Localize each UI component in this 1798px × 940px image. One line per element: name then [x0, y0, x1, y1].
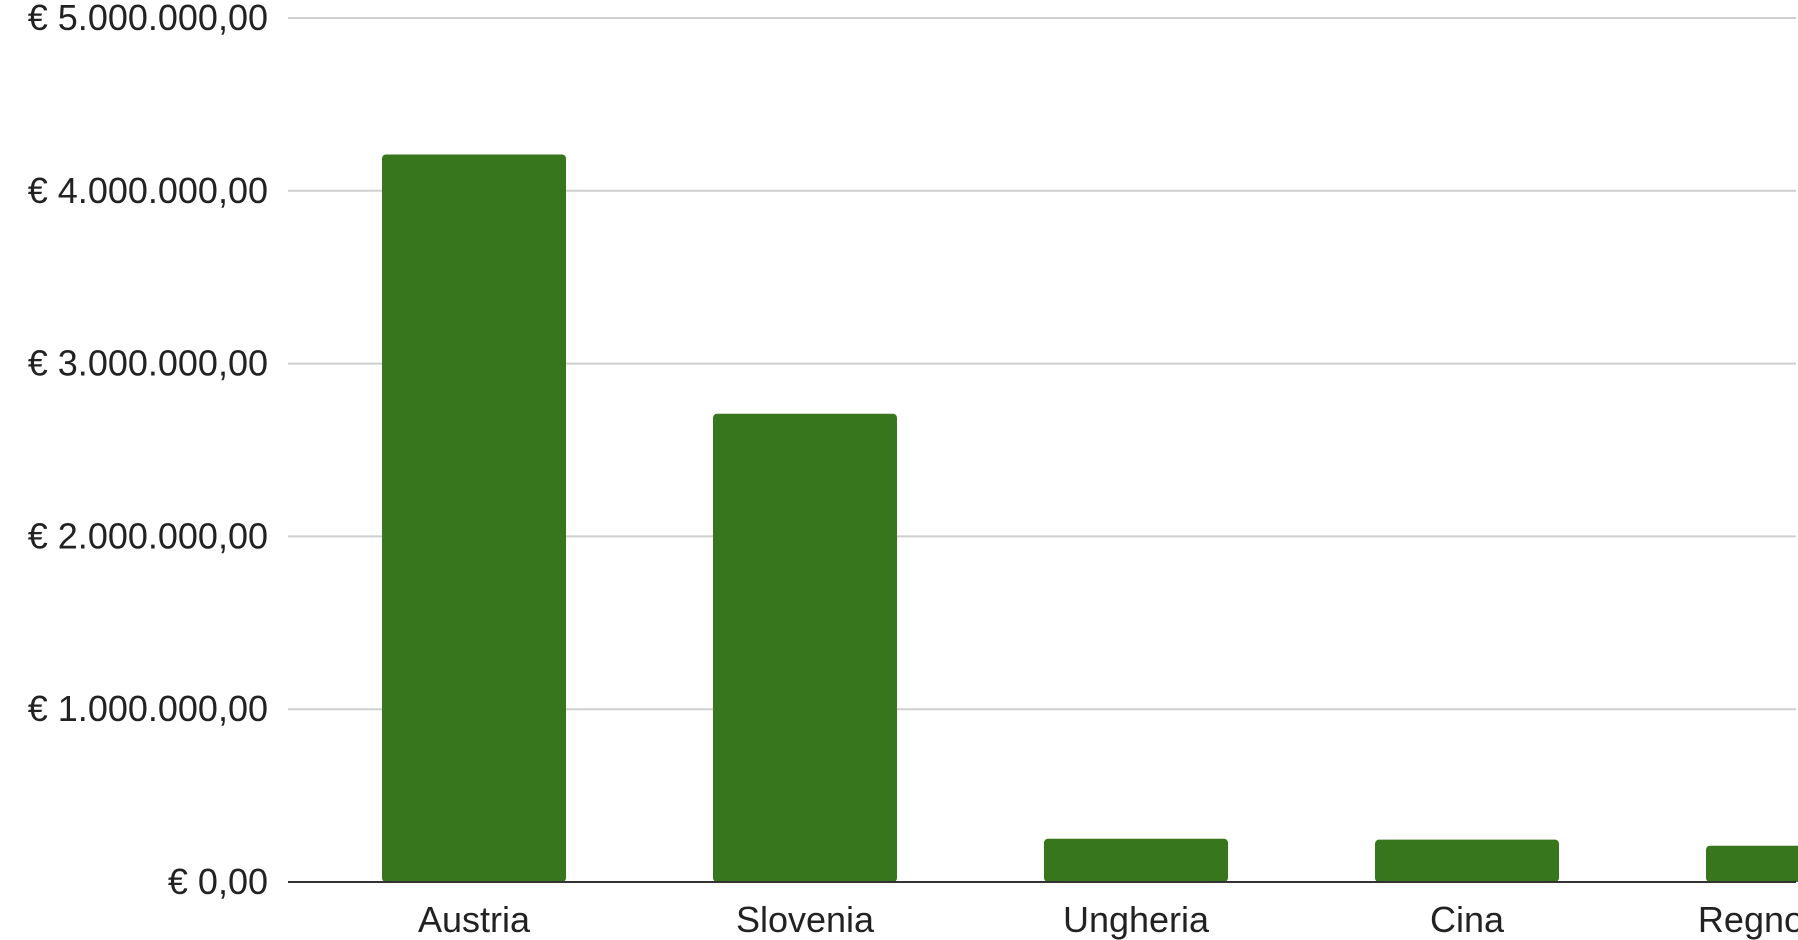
x-axis-tick-labels: Austria Slovenia Ungheria Cina Regno Unito — [418, 899, 1798, 940]
y-tick-label: € 1.000.000,00 — [28, 688, 268, 729]
y-tick-label: € 4.000.000,00 — [28, 170, 268, 211]
x-tick-label: Slovenia — [736, 899, 875, 940]
x-tick-label: Cina — [1430, 899, 1505, 940]
bars — [382, 154, 1798, 883]
bar-austria[interactable] — [382, 154, 566, 883]
y-tick-label: € 0,00 — [168, 861, 268, 902]
x-tick-label: Ungheria — [1063, 899, 1210, 940]
y-tick-label: € 5.000.000,00 — [28, 0, 268, 38]
y-tick-label: € 2.000.000,00 — [28, 515, 268, 556]
bar-cina[interactable] — [1375, 839, 1559, 882]
y-axis-tick-labels: € 0,00 € 1.000.000,00 € 2.000.000,00 € 3.00… — [28, 0, 268, 902]
bar-slovenia[interactable] — [713, 413, 897, 882]
x-tick-label: Austria — [418, 899, 531, 940]
y-tick-label: € 3.000.000,00 — [28, 343, 268, 384]
bar-ungheria[interactable] — [1044, 838, 1228, 882]
x-tick-label: Regno Unito — [1698, 899, 1798, 940]
bar-regno-unito[interactable] — [1706, 845, 1798, 882]
